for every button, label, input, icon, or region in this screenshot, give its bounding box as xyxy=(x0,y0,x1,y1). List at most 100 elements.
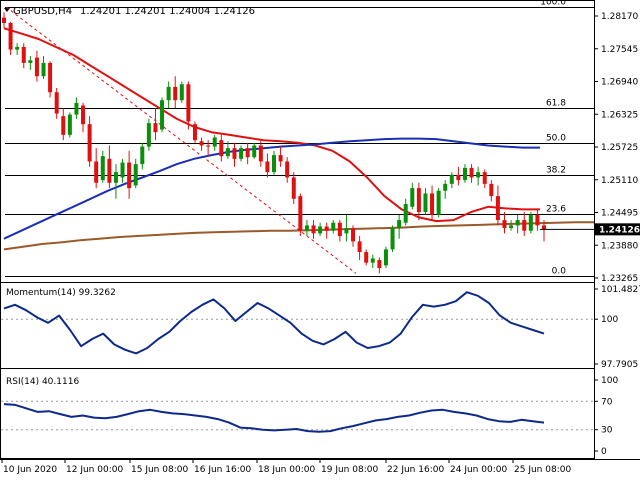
candle-body xyxy=(377,260,382,269)
candle-body xyxy=(311,225,316,234)
candle-body xyxy=(542,225,546,230)
candle-body xyxy=(397,220,402,229)
candle-body xyxy=(351,228,356,242)
price-tick-label: 1.23265 xyxy=(601,274,638,284)
candle-body xyxy=(232,148,237,159)
rsi-title: RSI(14) 40.1116 xyxy=(6,377,79,387)
candlestick xyxy=(423,188,428,215)
candlestick xyxy=(87,116,92,167)
candle-body xyxy=(364,252,369,263)
candlestick xyxy=(173,76,178,109)
candlestick xyxy=(344,214,349,242)
candlestick xyxy=(34,50,39,82)
candle-body xyxy=(476,172,481,178)
candlestick xyxy=(416,182,421,221)
candlestick xyxy=(113,164,118,199)
candlestick xyxy=(245,142,250,165)
candle-body xyxy=(127,162,132,189)
candlestick xyxy=(331,220,336,234)
time-tick-label: 22 Jun 16:00 xyxy=(387,465,444,475)
candle-body xyxy=(74,102,79,115)
candlestick xyxy=(212,134,217,151)
price-tick-label: 1.26325 xyxy=(601,110,638,120)
candlestick xyxy=(153,108,158,141)
momentum-indicator: Momentum(14) 99.3262 101.4827 100 97.7905 xyxy=(1,285,640,370)
rsi-tick-label: 100 xyxy=(601,376,618,386)
candle-body xyxy=(258,145,263,162)
fib-level-label: 38.2 xyxy=(546,166,566,176)
fib-level-label: 0.0 xyxy=(552,267,567,277)
candlestick xyxy=(509,220,514,231)
candle-body xyxy=(225,148,230,157)
candle-body xyxy=(383,249,388,266)
candlestick xyxy=(383,246,388,269)
dropdown-triangle-icon[interactable] xyxy=(4,8,10,12)
candle-body xyxy=(528,214,533,231)
candle-body xyxy=(522,220,527,231)
candlestick xyxy=(502,212,507,234)
fib-level-label: 50.0 xyxy=(546,134,566,144)
candlestick xyxy=(377,257,382,274)
momentum-tick-label: 101.4827 xyxy=(601,285,640,295)
candle-body xyxy=(482,172,487,184)
candle-body xyxy=(15,46,20,50)
candle-body xyxy=(107,158,112,183)
price-tick-label: 1.25725 xyxy=(601,143,638,153)
candle-body xyxy=(304,225,309,231)
time-tick-label: 24 Jun 00:00 xyxy=(450,465,507,475)
momentum-tick-label: 97.7905 xyxy=(601,360,638,370)
candle-body xyxy=(192,124,197,141)
candlestick xyxy=(370,254,375,269)
candlestick xyxy=(48,61,53,98)
candle-body xyxy=(120,162,125,178)
candlestick xyxy=(456,166,461,186)
candle-body xyxy=(160,100,165,130)
candlestick xyxy=(8,21,13,55)
candle-body xyxy=(252,145,257,158)
price-tick-label: 1.28170 xyxy=(601,12,638,22)
fibonacci-retracement[interactable]: 100.0 61.8 50.0 38.2 23.6 0.0 xyxy=(5,0,594,277)
candlestick xyxy=(146,118,151,151)
candle-body xyxy=(34,57,39,77)
candlestick xyxy=(403,198,408,226)
candle-body xyxy=(219,140,224,157)
price-tick-label: 1.26940 xyxy=(601,78,638,88)
price-tick-label: 1.27545 xyxy=(601,45,638,55)
candlestick xyxy=(318,222,323,237)
candlestick xyxy=(489,180,494,202)
candlestick xyxy=(462,164,467,183)
candlestick xyxy=(298,193,303,237)
fib-level-label: 100.0 xyxy=(540,0,566,8)
momentum-tick-label: 100 xyxy=(601,315,618,325)
candlestick xyxy=(252,142,257,159)
candlestick xyxy=(443,180,448,199)
candle-body xyxy=(535,214,540,226)
current-price-tag xyxy=(595,223,640,236)
momentum-title: Momentum(14) 99.3262 xyxy=(6,288,116,298)
candlestick xyxy=(258,141,263,167)
sma-fast-line xyxy=(3,27,540,223)
candlestick xyxy=(390,225,395,253)
candle-body xyxy=(61,116,66,135)
candlestick xyxy=(179,81,184,103)
current-price-label: 1.24126 xyxy=(599,225,640,235)
candlestick xyxy=(469,164,474,183)
candle-body xyxy=(206,145,211,147)
candlestick xyxy=(239,145,244,162)
candle-body xyxy=(291,177,296,199)
candlestick xyxy=(515,214,520,234)
candlestick xyxy=(160,97,165,133)
candlestick xyxy=(192,121,197,143)
candle-body xyxy=(140,146,145,165)
candle-body xyxy=(489,183,494,197)
candle-body xyxy=(337,222,342,237)
time-tick-label: 16 Jun 16:00 xyxy=(194,465,251,475)
candlestick xyxy=(2,12,6,29)
candlestick xyxy=(410,182,415,210)
candle-body xyxy=(133,164,138,186)
candle-body xyxy=(146,123,151,147)
rsi-tick-label: 70 xyxy=(601,397,613,407)
candlestick xyxy=(430,185,435,221)
price-tick-label: 1.25110 xyxy=(601,176,638,186)
